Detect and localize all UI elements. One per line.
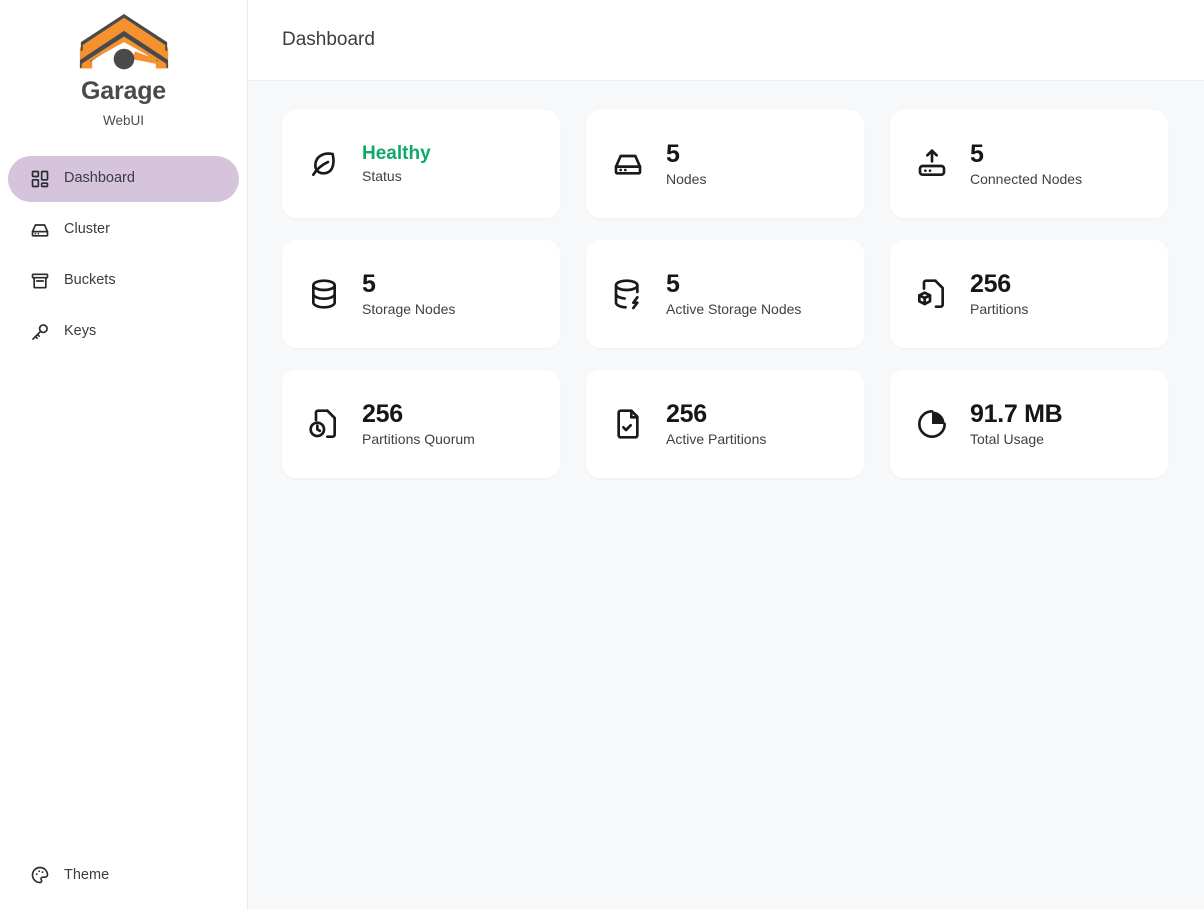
stat-card-value: 5 bbox=[666, 269, 680, 298]
brand-subtitle: WebUI bbox=[102, 112, 144, 128]
pie-chart-icon bbox=[918, 410, 946, 438]
stat-card-active-partitions[interactable]: 256 Active Partitions bbox=[586, 370, 864, 478]
theme-button[interactable]: Theme bbox=[8, 858, 239, 892]
stat-card-value: 5 bbox=[666, 139, 680, 168]
sidebar-item-label: Dashboard bbox=[64, 170, 135, 187]
sidebar-item-label: Buckets bbox=[64, 272, 116, 289]
topbar: Dashboard bbox=[248, 0, 1204, 81]
stat-card-label: Partitions Quorum bbox=[362, 431, 475, 448]
stat-card-status[interactable]: Healthy Status bbox=[282, 110, 560, 218]
stat-card-body: 256 Active Partitions bbox=[666, 400, 766, 448]
stat-card-grid: Healthy Status 5 Nodes bbox=[282, 110, 1174, 478]
palette-icon bbox=[31, 866, 49, 884]
brand-name: Garage bbox=[81, 77, 166, 105]
database-zap-icon bbox=[614, 279, 639, 310]
stat-card-value: 256 bbox=[362, 399, 403, 428]
stat-card-body: 5 Active Storage Nodes bbox=[666, 270, 801, 318]
key-icon bbox=[32, 323, 48, 340]
garage-roof-logo-icon bbox=[79, 14, 168, 70]
sidebar-footer: Theme bbox=[0, 858, 247, 910]
stat-card-body: 256 Partitions Quorum bbox=[362, 400, 475, 448]
stat-card-label: Partitions bbox=[970, 301, 1029, 318]
hard-drive-icon bbox=[31, 223, 49, 237]
sidebar: Garage WebUI Dashboard bbox=[0, 0, 248, 910]
content-area: Healthy Status 5 Nodes bbox=[248, 81, 1204, 910]
page-title: Dashboard bbox=[282, 29, 375, 50]
layout-grid-icon bbox=[31, 170, 49, 187]
sidebar-item-keys[interactable]: Keys bbox=[8, 309, 239, 355]
stat-card-total-usage[interactable]: 91.7 MB Total Usage bbox=[890, 370, 1168, 478]
stat-card-body: 5 Nodes bbox=[666, 140, 706, 188]
stat-card-label: Status bbox=[362, 167, 402, 184]
stat-card-partitions-quorum[interactable]: 256 Partitions Quorum bbox=[282, 370, 560, 478]
stat-card-nodes[interactable]: 5 Nodes bbox=[586, 110, 864, 218]
file-check-icon bbox=[617, 409, 639, 439]
stat-card-connected-nodes[interactable]: 5 Connected Nodes bbox=[890, 110, 1168, 218]
sidebar-item-label: Keys bbox=[64, 323, 97, 340]
stat-card-body: Healthy Status bbox=[362, 143, 431, 184]
archive-icon bbox=[31, 273, 49, 288]
file-box-icon bbox=[918, 279, 944, 308]
stat-card-label: Total Usage bbox=[970, 431, 1044, 448]
leaf-icon bbox=[312, 152, 335, 176]
stat-card-body: 5 Connected Nodes bbox=[970, 140, 1082, 188]
stat-card-body: 256 Partitions bbox=[970, 270, 1028, 318]
database-icon bbox=[312, 279, 336, 309]
stat-card-value: 256 bbox=[666, 399, 707, 428]
brand-block: Garage WebUI bbox=[0, 0, 247, 128]
stat-card-active-storage-nodes[interactable]: 5 Active Storage Nodes bbox=[586, 240, 864, 348]
file-clock-icon bbox=[309, 409, 336, 438]
stat-card-value: Healthy bbox=[362, 143, 431, 165]
hard-drive-upload-icon bbox=[918, 149, 946, 176]
sidebar-item-cluster[interactable]: Cluster bbox=[8, 207, 239, 253]
sidebar-item-label: Cluster bbox=[64, 221, 110, 238]
main-area: Dashboard Healthy Status bbox=[248, 0, 1204, 910]
sidebar-item-buckets[interactable]: Buckets bbox=[8, 258, 239, 304]
stat-card-storage-nodes[interactable]: 5 Storage Nodes bbox=[282, 240, 560, 348]
stat-card-value: 5 bbox=[970, 139, 984, 168]
stat-card-body: 5 Storage Nodes bbox=[362, 270, 455, 318]
stat-card-value: 5 bbox=[362, 269, 376, 298]
theme-label: Theme bbox=[64, 866, 110, 883]
stat-card-label: Nodes bbox=[666, 171, 707, 188]
stat-card-value: 91.7 MB bbox=[970, 399, 1063, 428]
hard-drive-icon bbox=[614, 154, 642, 175]
stat-card-label: Active Partitions bbox=[666, 431, 767, 448]
sidebar-item-dashboard[interactable]: Dashboard bbox=[8, 155, 239, 202]
stat-card-body: 91.7 MB Total Usage bbox=[970, 399, 1063, 448]
stat-card-label: Storage Nodes bbox=[362, 301, 456, 318]
stat-card-label: Active Storage Nodes bbox=[666, 301, 802, 318]
stat-card-value: 256 bbox=[970, 269, 1011, 298]
stat-card-partitions[interactable]: 256 Partitions bbox=[890, 240, 1168, 348]
stat-card-label: Connected Nodes bbox=[970, 171, 1083, 188]
sidebar-nav: Dashboard Cluster Buckets bbox=[0, 155, 247, 355]
